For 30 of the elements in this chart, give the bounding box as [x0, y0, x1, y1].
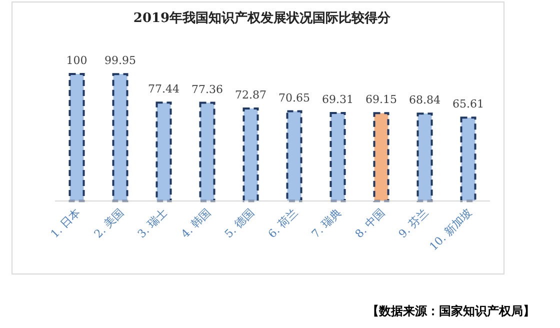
bar [373, 112, 390, 202]
x-tick-label: 2. 美国 [92, 206, 126, 241]
x-tick-label: 7. 瑞典 [309, 206, 344, 241]
bar [199, 102, 216, 202]
data-label: 72.87 [235, 88, 266, 102]
bar [156, 102, 172, 202]
data-label: 100 [66, 54, 88, 67]
x-tick-label: 4. 韩国 [178, 206, 214, 241]
data-label: 77.36 [192, 82, 223, 96]
text: 【数据来源：国家知识产权局】 [367, 304, 535, 318]
data-label: 69.15 [366, 93, 397, 106]
x-tick-label: 1. 日本 [48, 206, 83, 241]
bar [68, 73, 85, 202]
x-tick-label: 5. 德国 [222, 206, 257, 241]
bar [242, 107, 259, 202]
chart-title: 2019年我国知识产权发展状况国际比较得分 [133, 10, 392, 26]
data-label: 65.61 [452, 98, 484, 111]
x-tick-label: 8. 中国 [352, 206, 388, 241]
data-label: 99.95 [104, 54, 136, 68]
bar [460, 116, 476, 202]
bar [416, 112, 433, 202]
data-label: 69.31 [322, 92, 354, 106]
data-label: 68.84 [409, 94, 440, 107]
x-tick-label: 6. 荷兰 [266, 206, 300, 241]
data-label: 77.44 [148, 82, 180, 96]
data-label: 70.65 [278, 91, 310, 104]
bar [112, 73, 128, 202]
bar [286, 110, 302, 202]
x-tick-label: 3. 瑞士 [135, 206, 170, 241]
bar [330, 112, 346, 202]
